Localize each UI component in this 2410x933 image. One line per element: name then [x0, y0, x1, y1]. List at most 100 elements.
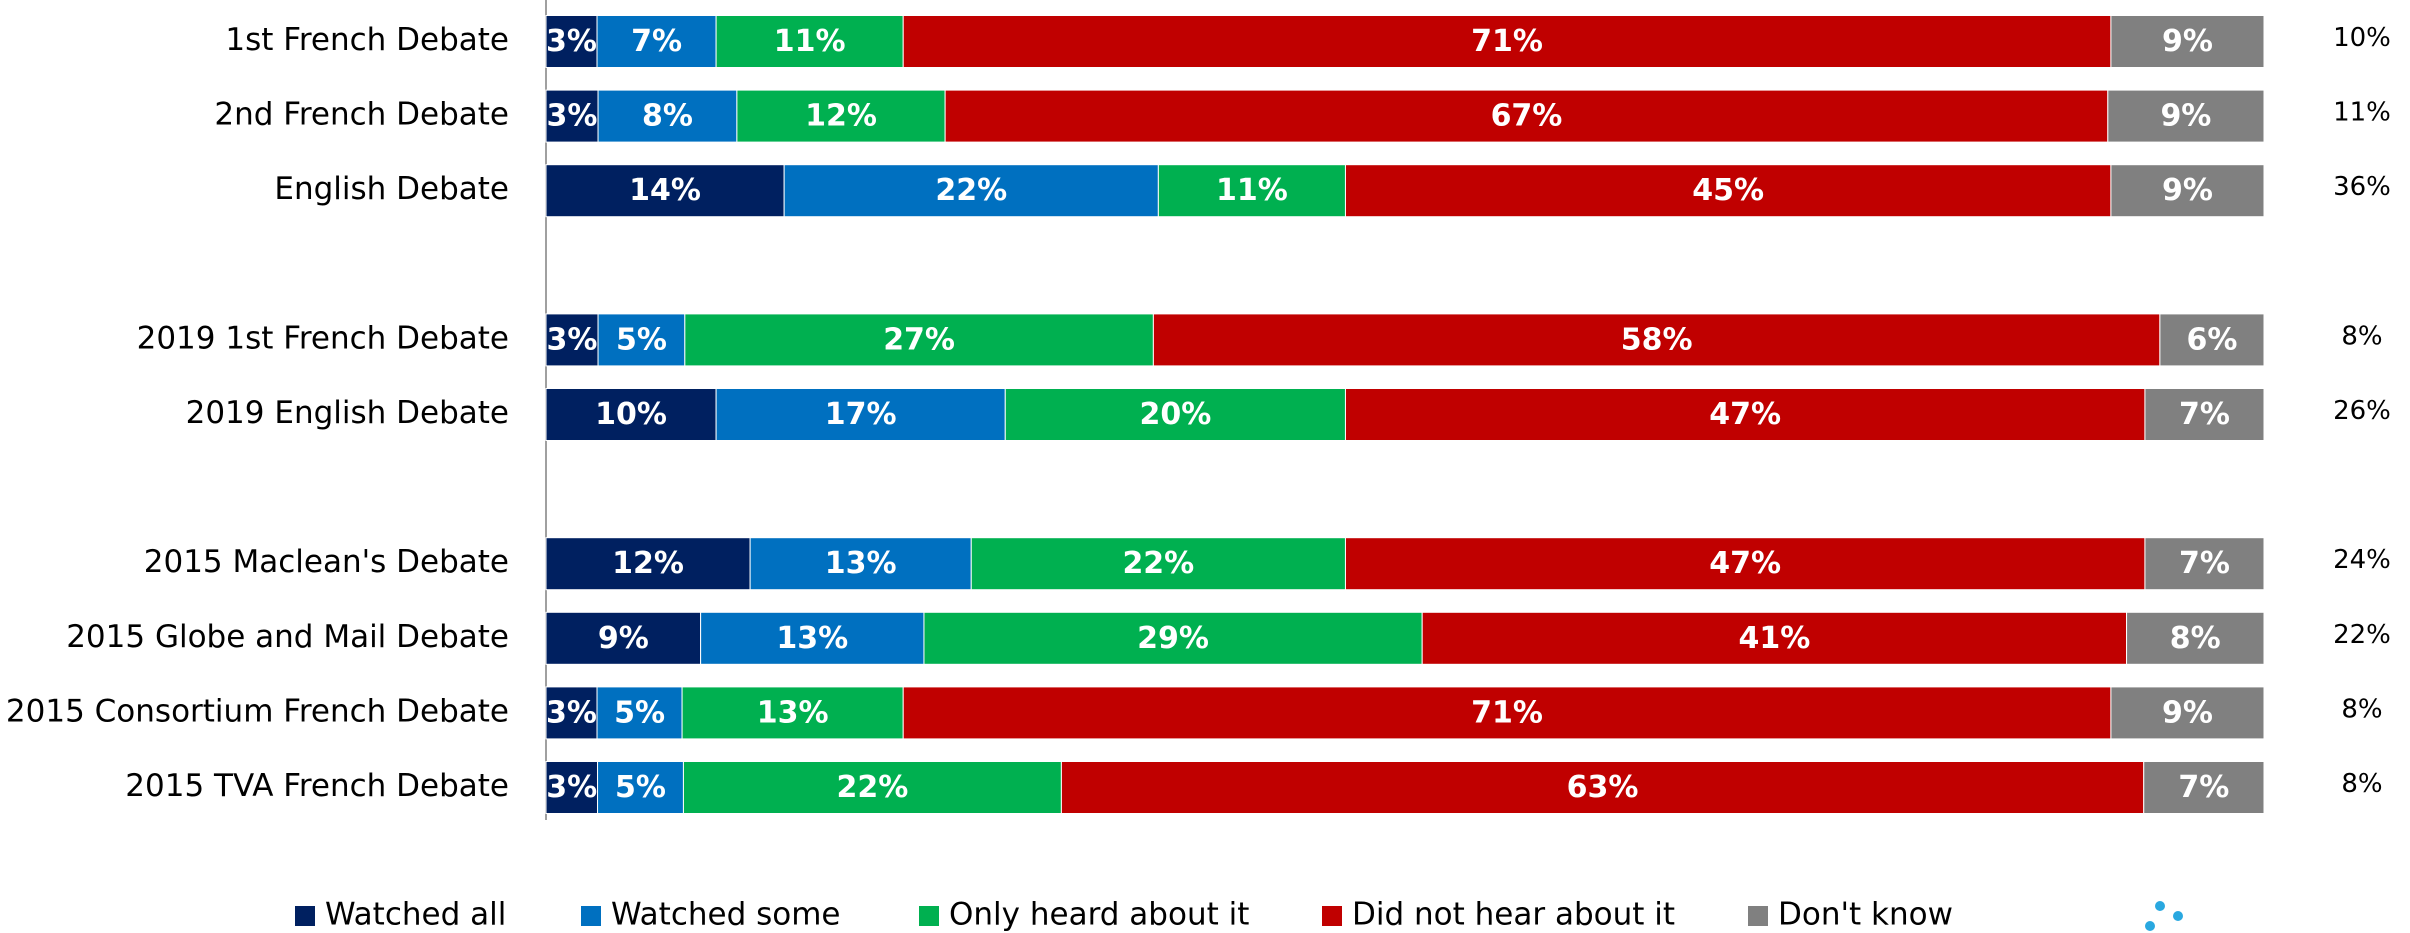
bar-segment — [545, 537, 751, 591]
data-label: 22% — [935, 173, 1007, 208]
total-label: 11% — [2333, 98, 2391, 128]
data-label: 8% — [2170, 621, 2221, 656]
data-label: 8% — [642, 99, 693, 134]
logo-dot — [2173, 911, 2183, 921]
data-label: 9% — [598, 621, 649, 656]
data-label: 11% — [1216, 173, 1288, 208]
category-label: 2015 TVA French Debate — [125, 768, 509, 804]
data-label: 13% — [776, 621, 848, 656]
bar-segment — [684, 313, 1154, 367]
data-label: 45% — [1692, 173, 1764, 208]
total-label: 10% — [2333, 23, 2391, 53]
legend-swatch — [295, 906, 315, 926]
data-label: 7% — [2178, 770, 2229, 805]
legend-label: Watched all — [325, 897, 506, 933]
data-label: 22% — [837, 770, 909, 805]
category-label: 2015 Globe and Mail Debate — [66, 619, 509, 655]
bar-segment — [545, 611, 702, 665]
bar-segment — [596, 686, 683, 740]
bar-segment — [2107, 89, 2265, 143]
bar-segment — [923, 611, 1423, 665]
data-label: 71% — [1471, 695, 1543, 730]
data-label: 9% — [2162, 695, 2213, 730]
bar-segment — [1152, 313, 2161, 367]
bar-segment — [596, 15, 717, 68]
legend-label: Don't know — [1778, 897, 1953, 933]
bar-segment — [1344, 537, 2146, 591]
category-label: 2015 Maclean's Debate — [144, 544, 509, 580]
bar-segment — [681, 686, 904, 740]
data-label: 22% — [1122, 546, 1194, 581]
data-label: 6% — [2186, 322, 2237, 357]
data-label: 47% — [1709, 397, 1781, 432]
legend-swatch — [919, 906, 939, 926]
bar-segment — [1060, 761, 2145, 814]
bar-segment — [545, 313, 599, 367]
bar-segment — [944, 89, 2109, 143]
data-label: 20% — [1139, 397, 1211, 432]
data-label: 3% — [547, 322, 598, 357]
bar-segment — [2159, 313, 2265, 367]
data-label: 9% — [2162, 24, 2213, 59]
data-label: 12% — [612, 546, 684, 581]
category-label: 2015 Consortium French Debate — [6, 693, 509, 729]
legend-label: Watched some — [611, 897, 841, 933]
logo-dot — [2155, 901, 2165, 911]
data-label: 13% — [757, 695, 829, 730]
bar-segment — [1344, 164, 2112, 218]
total-label: 26% — [2333, 396, 2391, 426]
data-label: 7% — [2179, 546, 2230, 581]
bar-segment — [1344, 388, 2146, 441]
bar-segment — [736, 89, 946, 143]
bar-segment — [545, 164, 785, 218]
data-label: 63% — [1567, 770, 1639, 805]
bar-segment — [2144, 388, 2265, 441]
bar-segment — [2110, 686, 2265, 740]
data-label: 71% — [1471, 24, 1543, 59]
bar-segment — [715, 15, 904, 68]
data-label: 5% — [616, 322, 667, 357]
total-label: 24% — [2333, 545, 2391, 575]
data-label: 5% — [615, 770, 666, 805]
bar-segment — [749, 537, 972, 591]
data-label: 7% — [2179, 397, 2230, 432]
bar-segment — [700, 611, 925, 665]
bar-segment — [715, 388, 1006, 441]
data-label: 14% — [629, 173, 701, 208]
data-label: 27% — [883, 322, 955, 357]
bar-segment — [545, 388, 717, 441]
total-label: 8% — [2341, 694, 2382, 724]
bar-segment — [783, 164, 1159, 218]
bar-segment — [597, 313, 686, 367]
total-label: 36% — [2333, 172, 2391, 202]
data-label: 47% — [1709, 546, 1781, 581]
data-label: 17% — [825, 397, 897, 432]
data-label: 3% — [546, 770, 597, 805]
bar-segment — [2110, 15, 2265, 68]
bar-segment — [970, 537, 1346, 591]
data-label: 9% — [2162, 173, 2213, 208]
category-label: 2019 1st French Debate — [137, 320, 509, 356]
data-label: 10% — [595, 397, 667, 432]
legend-swatch — [1322, 906, 1342, 926]
data-label: 5% — [614, 695, 665, 730]
bar-segment — [2143, 761, 2265, 814]
total-label: 8% — [2341, 769, 2382, 799]
data-label: 67% — [1491, 99, 1563, 134]
data-label: 12% — [805, 99, 877, 134]
bar-segment — [2144, 537, 2265, 591]
bar-segment — [2110, 164, 2265, 218]
legend-swatch — [1748, 906, 1768, 926]
bar-segment — [1157, 164, 1346, 218]
data-label: 3% — [546, 24, 597, 59]
data-label: 7% — [631, 24, 682, 59]
data-label: 41% — [1738, 621, 1810, 656]
data-label: 29% — [1137, 621, 1209, 656]
data-label: 58% — [1621, 322, 1693, 357]
bar-segment — [1004, 388, 1346, 441]
data-label: 13% — [825, 546, 897, 581]
category-label: 2nd French Debate — [214, 97, 509, 133]
logo-dot — [2145, 921, 2155, 931]
data-label: 9% — [2160, 99, 2211, 134]
